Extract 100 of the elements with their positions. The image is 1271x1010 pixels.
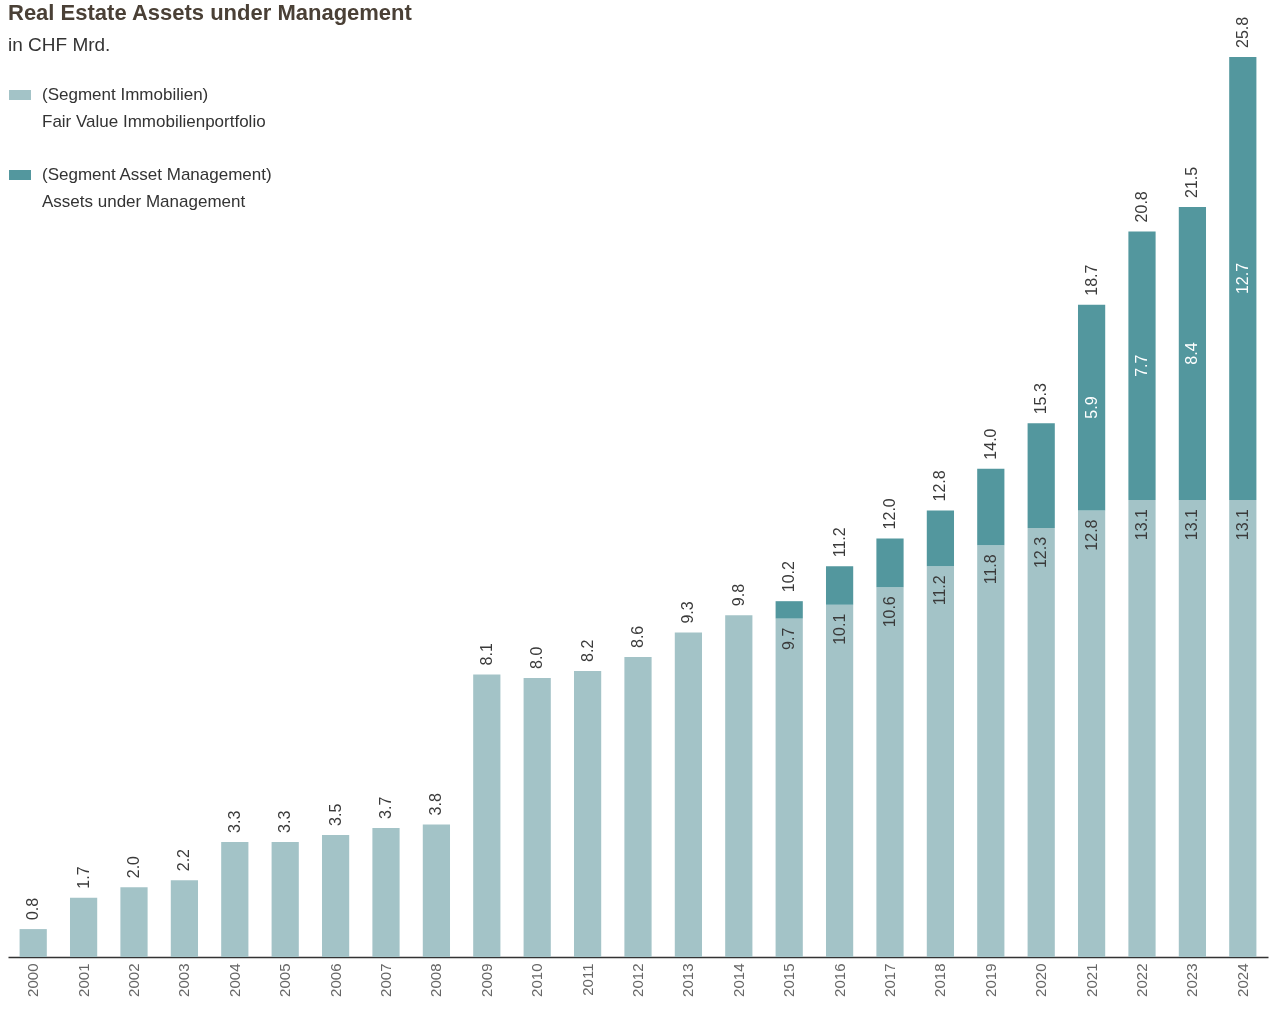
bar [1027, 527, 1055, 957]
legend-label: (Segment Immobilien) Fair Value Immobilienportfolio [42, 85, 266, 131]
total-label: 11.2 [830, 527, 848, 558]
bar [775, 601, 803, 619]
bar [1077, 304, 1106, 511]
bar [422, 824, 451, 957]
bar [674, 632, 703, 957]
total-label: 2.0 [125, 855, 142, 879]
x-tick-label: 2022 [1133, 963, 1150, 997]
bar [825, 566, 854, 605]
total-label: 8.1 [477, 643, 495, 666]
total-label: 25.8 [1233, 16, 1251, 48]
x-tick-label: 2007 [377, 963, 394, 997]
total-label: 18.7 [1082, 264, 1100, 296]
total-label: 21.5 [1183, 166, 1201, 198]
data-label: 9.7 [780, 627, 798, 650]
total-label: 3.3 [225, 810, 243, 833]
data-label: 13.1 [1233, 508, 1251, 541]
bar [19, 929, 47, 957]
x-tick-label: 2018 [931, 963, 949, 997]
x-tick-label: 2019 [981, 963, 999, 997]
data-label: 10.1 [830, 613, 848, 645]
total-label: 12.0 [881, 498, 898, 530]
bar [977, 545, 1005, 957]
bar [120, 887, 148, 957]
data-label: 12.3 [1032, 536, 1050, 569]
x-tick-label: 2009 [477, 963, 495, 997]
data-label: 7.7 [1133, 354, 1150, 377]
data-label: 12.8 [1082, 519, 1100, 551]
bar [876, 538, 904, 588]
x-tick-label: 2015 [780, 963, 798, 997]
bar [372, 827, 400, 957]
bar [573, 670, 602, 957]
bar [69, 897, 98, 957]
bar [977, 468, 1005, 546]
x-tick-label: 2011 [578, 963, 596, 996]
legend-label: (Segment Asset Management) Assets under Management [42, 165, 272, 211]
total-label: 12.8 [931, 470, 949, 502]
total-label: 15.3 [1032, 383, 1050, 415]
bar [321, 834, 350, 957]
bar [926, 566, 955, 957]
chart-title: Real Estate Assets under Management [8, 0, 413, 25]
x-tick-label: 2006 [326, 963, 344, 997]
total-label: 3.5 [326, 803, 344, 826]
chart-subtitle: in CHF Mrd. [8, 34, 111, 55]
x-tick-label: 2000 [24, 963, 42, 997]
total-label: 20.8 [1133, 191, 1150, 223]
x-tick-label: 2014 [729, 963, 747, 997]
total-label: 3.3 [276, 810, 294, 833]
x-tick-label: 2023 [1183, 963, 1201, 997]
bar [1178, 500, 1207, 957]
data-label: 5.9 [1082, 396, 1100, 419]
x-tick-label: 2003 [175, 963, 193, 997]
x-tick-label: 2020 [1032, 963, 1050, 997]
bar [170, 880, 199, 957]
data-label: 12.7 [1233, 262, 1251, 295]
bar [1229, 500, 1257, 957]
bar [1128, 231, 1156, 501]
bar [825, 604, 854, 957]
data-label: 11.8 [981, 554, 999, 585]
total-label: 10.2 [780, 560, 798, 593]
bar [473, 674, 501, 957]
x-tick-label: 2004 [225, 963, 243, 997]
bar [1128, 500, 1156, 957]
total-label: 3.7 [377, 796, 394, 819]
x-tick-label: 2010 [528, 963, 546, 997]
x-tick-label: 2008 [427, 963, 445, 997]
total-label: 9.8 [729, 583, 747, 607]
x-tick-label: 2005 [276, 963, 294, 997]
bar [926, 510, 955, 567]
x-tick-label: 2024 [1233, 963, 1251, 997]
total-label: 8.0 [528, 646, 546, 669]
total-label: 2.2 [175, 848, 193, 872]
total-label: 3.8 [427, 793, 445, 816]
x-tick-label: 2001 [74, 963, 92, 997]
data-label: 8.4 [1183, 342, 1201, 365]
data-label: 10.6 [881, 596, 898, 628]
bar [523, 677, 551, 957]
total-label: 0.8 [24, 897, 42, 921]
bar [1178, 207, 1207, 501]
x-tick-label: 2017 [881, 963, 898, 997]
x-tick-label: 2012 [629, 963, 646, 997]
total-label: 14.0 [981, 428, 999, 460]
bar [221, 841, 249, 957]
bar [624, 657, 652, 957]
bar [775, 618, 803, 957]
bar [876, 587, 904, 957]
bar [1077, 510, 1106, 957]
data-label: 13.1 [1183, 508, 1201, 541]
data-label: 11.2 [931, 575, 949, 606]
bar [725, 615, 753, 957]
data-label: 13.1 [1133, 508, 1150, 541]
total-label: 1.7 [74, 866, 92, 889]
total-label: 8.2 [578, 639, 596, 662]
x-tick-label: 2013 [679, 963, 697, 997]
x-tick-label: 2016 [830, 963, 848, 997]
x-tick-label: 2021 [1082, 963, 1100, 997]
bar [1229, 57, 1257, 501]
bar [1027, 423, 1055, 528]
x-tick-label: 2002 [125, 963, 142, 997]
